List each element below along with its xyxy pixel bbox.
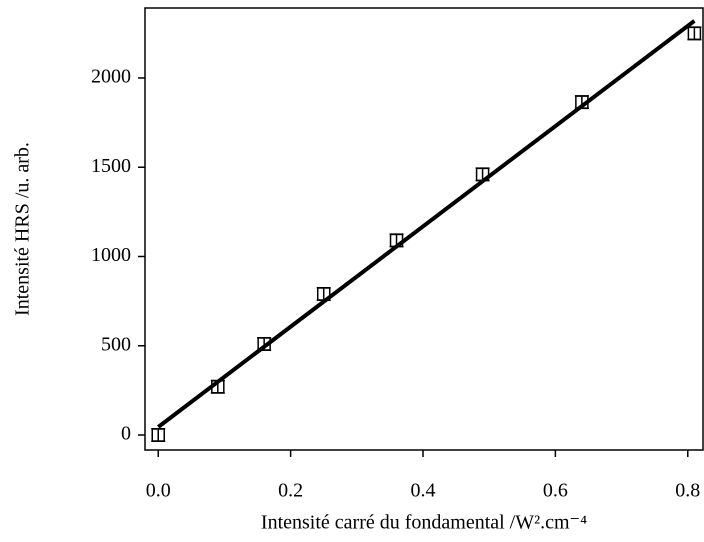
marker <box>475 167 490 182</box>
x-tick-label: 0.0 <box>146 480 171 502</box>
y-tick-label: 2000 <box>91 66 131 88</box>
y-tick-label: 500 <box>101 333 131 355</box>
x-tick-label: 0.4 <box>411 480 436 502</box>
marker <box>316 287 331 301</box>
fit-line <box>157 19 696 429</box>
marker <box>257 337 271 351</box>
x-tick-label: 0.6 <box>543 480 568 502</box>
plot-frame <box>144 7 704 451</box>
y-tick-label: 1500 <box>91 155 131 177</box>
x-tick-label: 0.8 <box>675 480 700 502</box>
y-tick-label: 0 <box>121 423 131 445</box>
x-tick-label: 0.2 <box>278 480 303 502</box>
error-bar <box>151 428 166 443</box>
marker <box>151 428 165 442</box>
y-tick-label: 1000 <box>91 244 131 266</box>
marker <box>575 95 589 109</box>
marker <box>687 26 702 41</box>
error-bar <box>687 26 702 41</box>
marker <box>211 380 225 394</box>
y-axis-label: Intensité HRS /u. arb. <box>12 142 34 316</box>
x-axis-label: Intensité carré du fondamental /W².cm⁻⁴ <box>261 512 587 534</box>
marker <box>389 233 404 248</box>
